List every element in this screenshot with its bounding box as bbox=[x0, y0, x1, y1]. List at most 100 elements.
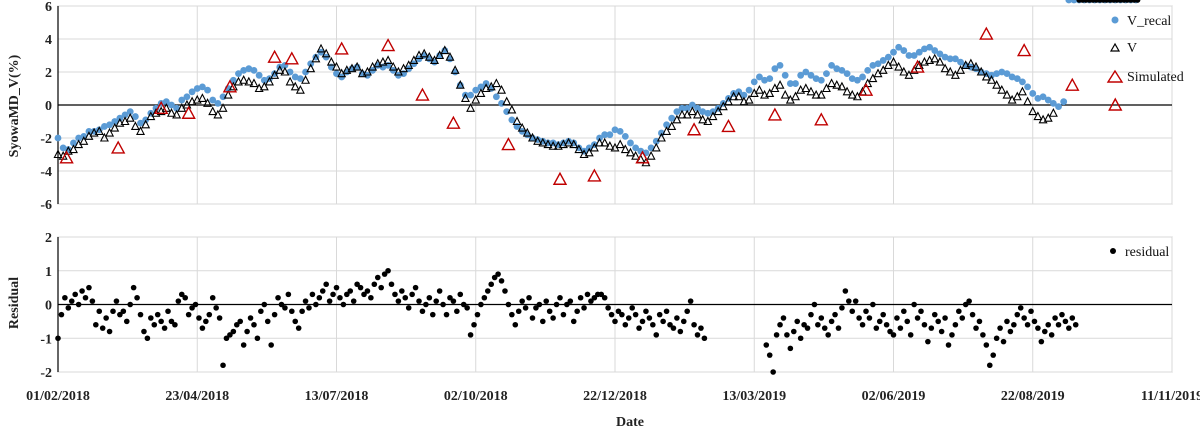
residual-point bbox=[629, 305, 635, 311]
v-point bbox=[1033, 111, 1043, 121]
v-recal-point bbox=[910, 52, 918, 59]
residual-point bbox=[515, 308, 522, 315]
v-point bbox=[878, 65, 888, 74]
v-point bbox=[713, 106, 723, 116]
residual-point bbox=[103, 315, 109, 321]
residual-point bbox=[220, 362, 226, 369]
residual-point bbox=[412, 284, 419, 291]
v-point bbox=[378, 56, 388, 66]
residual-point bbox=[117, 311, 123, 318]
v-point bbox=[558, 139, 568, 149]
residual-point bbox=[495, 271, 501, 277]
simulated-point bbox=[1016, 43, 1032, 57]
v-point bbox=[373, 58, 383, 68]
residual-point bbox=[368, 294, 374, 301]
residual-point bbox=[381, 271, 388, 277]
residual-point bbox=[89, 298, 96, 304]
v-recal-point bbox=[936, 50, 944, 58]
residual-point bbox=[474, 311, 481, 318]
residual-point bbox=[282, 305, 288, 311]
residual-point bbox=[859, 321, 866, 328]
residual-point bbox=[72, 291, 78, 298]
residual-point bbox=[777, 321, 783, 328]
residual-point bbox=[75, 301, 82, 308]
v-point bbox=[321, 48, 331, 58]
v-recal-point bbox=[1029, 90, 1037, 97]
residual-point bbox=[935, 318, 941, 325]
v-point bbox=[579, 149, 589, 159]
v-recal-point bbox=[467, 91, 474, 99]
v-recal-point bbox=[915, 48, 923, 56]
v-point bbox=[424, 51, 434, 61]
v-point bbox=[94, 126, 104, 135]
v-recal-point bbox=[235, 70, 242, 78]
v-point bbox=[945, 66, 955, 76]
v-point bbox=[455, 79, 465, 89]
v-recal-point bbox=[204, 86, 211, 94]
residual-point bbox=[392, 291, 398, 298]
residual-point bbox=[667, 321, 673, 328]
residual-point bbox=[605, 305, 611, 311]
residual-point bbox=[526, 294, 532, 301]
residual-point bbox=[223, 335, 230, 342]
residual-point bbox=[1134, 0, 1141, 3]
v-recal-point bbox=[668, 114, 676, 122]
residual-point bbox=[337, 294, 343, 301]
residual-point bbox=[154, 311, 161, 318]
residual-point bbox=[206, 311, 213, 318]
residual-point bbox=[811, 301, 818, 308]
residual-point bbox=[292, 318, 299, 325]
residual-point bbox=[1007, 328, 1014, 335]
v-recal-point bbox=[188, 88, 196, 96]
simulated-point bbox=[979, 26, 994, 40]
residual-point bbox=[890, 332, 897, 338]
residual-point bbox=[251, 321, 257, 328]
residual-point bbox=[447, 294, 453, 301]
v-point bbox=[852, 91, 862, 101]
residual-point bbox=[794, 318, 801, 325]
residual-point bbox=[182, 294, 189, 301]
residual-point bbox=[577, 294, 584, 301]
residual-point bbox=[488, 281, 495, 288]
v-point bbox=[569, 139, 579, 149]
residual-point bbox=[674, 315, 680, 321]
simulated-point bbox=[587, 168, 602, 182]
simulated-point bbox=[153, 100, 169, 115]
v-point bbox=[316, 43, 326, 53]
residual-point bbox=[213, 305, 219, 311]
v-point bbox=[1012, 91, 1022, 101]
v-point bbox=[543, 139, 553, 149]
residual-point bbox=[608, 311, 615, 318]
v-point bbox=[801, 83, 811, 93]
v-point bbox=[1048, 108, 1058, 117]
simulated-point bbox=[686, 122, 702, 136]
residual-point bbox=[491, 274, 498, 281]
residual-point bbox=[557, 294, 563, 301]
v-recal-point bbox=[508, 116, 516, 124]
v-recal-point bbox=[101, 123, 108, 130]
residual-point bbox=[357, 284, 364, 291]
v-point bbox=[166, 108, 176, 117]
v-recal-point bbox=[848, 75, 856, 82]
residual-point bbox=[423, 301, 429, 308]
residual-point bbox=[533, 305, 539, 311]
residual-point bbox=[1038, 338, 1045, 345]
v-point bbox=[208, 106, 218, 116]
residual-point bbox=[880, 311, 886, 318]
residual-point bbox=[144, 335, 151, 342]
residual-point bbox=[395, 298, 402, 304]
v-point bbox=[827, 78, 837, 88]
residual-point bbox=[168, 318, 175, 325]
v-recal-point bbox=[859, 73, 866, 81]
residual-point bbox=[123, 318, 130, 325]
v-recal-point bbox=[178, 96, 186, 104]
v-recal-point bbox=[905, 52, 913, 59]
residual-point bbox=[161, 325, 168, 331]
legend-v-label: V bbox=[1127, 41, 1137, 56]
v-point bbox=[899, 66, 909, 76]
residual-point bbox=[313, 301, 319, 308]
residual-point bbox=[698, 325, 704, 331]
residual-point bbox=[612, 318, 618, 325]
x-tick-label: 02/06/2019 bbox=[862, 389, 926, 404]
residual-point bbox=[285, 291, 292, 298]
